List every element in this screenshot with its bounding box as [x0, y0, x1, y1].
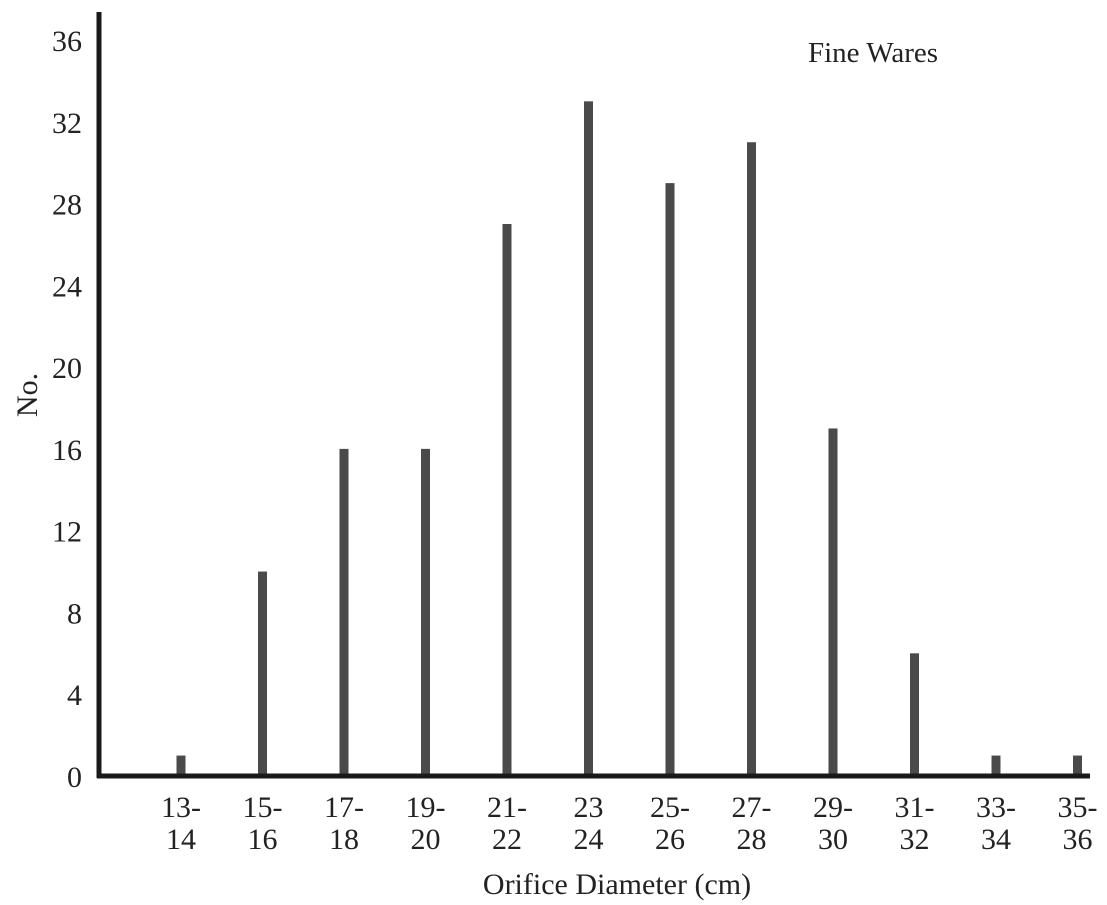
bars [176, 101, 1082, 777]
x-tick-label-bottom: 28 [737, 823, 767, 856]
x-tick-label-bottom: 22 [492, 823, 522, 856]
bar [1073, 755, 1082, 776]
bar [584, 101, 593, 777]
x-tick-label-top: 35- [1058, 791, 1098, 824]
x-tick-label-top: 25- [650, 791, 690, 824]
bar [991, 755, 1001, 776]
x-tick-label-bottom: 20 [411, 823, 441, 856]
x-tick-label-top: 15- [243, 791, 283, 824]
x-tick-label-bottom: 14 [166, 823, 196, 856]
y-tick-label: 4 [67, 679, 82, 712]
y-axis-ticks: 0 4 8 12 16 20 24 28 32 36 [52, 25, 82, 794]
x-tick-label-top: 31- [895, 791, 935, 824]
x-tick-label-top: 33- [976, 791, 1016, 824]
x-tick-label-bottom: 26 [655, 823, 685, 856]
bar [747, 142, 756, 776]
y-axis-title: No. [11, 373, 44, 417]
bar [176, 755, 186, 776]
y-tick-label: 24 [52, 270, 82, 303]
y-tick-label: 16 [52, 434, 82, 467]
bar [665, 183, 675, 777]
y-tick-label: 8 [67, 597, 82, 630]
chart-annotation: Fine Wares [808, 37, 938, 69]
x-axis-title: Orifice Diameter (cm) [483, 868, 751, 901]
x-tick-label-bottom: 32 [900, 823, 930, 856]
y-tick-label: 0 [67, 761, 82, 794]
x-tick-label-top: 19- [406, 791, 446, 824]
y-tick-label: 12 [52, 516, 82, 549]
bar [910, 653, 919, 776]
bar [421, 448, 430, 776]
x-tick-label-bottom: 24 [574, 823, 604, 856]
x-tick-label-top: 17- [324, 791, 364, 824]
y-tick-label: 36 [52, 25, 82, 58]
x-tick-label-top: 23 [574, 791, 604, 824]
x-tick-label-bottom: 34 [981, 823, 1011, 856]
x-tick-label-top: 29- [813, 791, 853, 824]
bar [828, 428, 838, 776]
x-tick-label-top: 21- [487, 791, 527, 824]
bar [502, 224, 512, 776]
x-tick-label-bottom: 16 [248, 823, 278, 856]
y-tick-label: 28 [52, 189, 82, 222]
x-tick-label-top: 13- [161, 791, 201, 824]
x-tick-label-bottom: 30 [818, 823, 848, 856]
bar [339, 448, 349, 776]
x-tick-label-bottom: 36 [1063, 823, 1093, 856]
bar [258, 571, 267, 776]
x-tick-label-top: 27- [732, 791, 772, 824]
x-tick-label-bottom: 18 [329, 823, 359, 856]
y-tick-label: 32 [52, 107, 82, 140]
y-tick-label: 20 [52, 352, 82, 385]
